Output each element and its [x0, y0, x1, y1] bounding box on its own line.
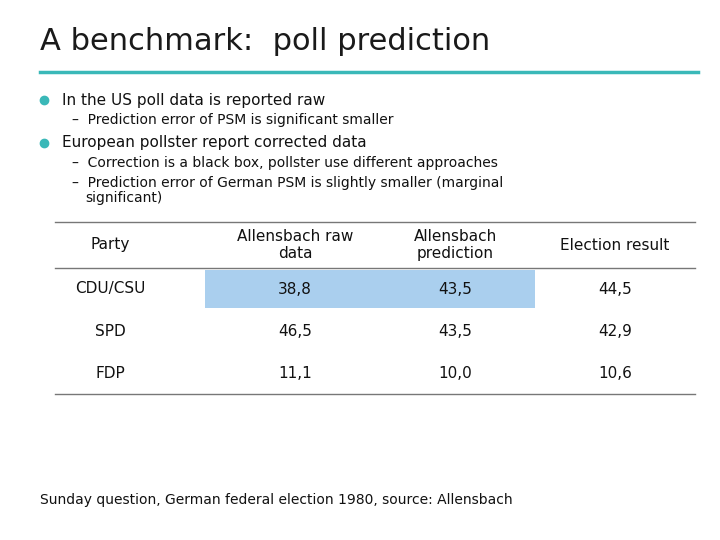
Text: 46,5: 46,5	[278, 323, 312, 339]
Text: –  Prediction error of German PSM is slightly smaller (marginal: – Prediction error of German PSM is slig…	[71, 176, 503, 190]
Text: 10,6: 10,6	[598, 366, 632, 381]
Text: In the US poll data is reported raw: In the US poll data is reported raw	[62, 92, 325, 107]
Text: Party: Party	[90, 238, 130, 253]
FancyBboxPatch shape	[205, 270, 535, 308]
Text: Sunday question, German federal election 1980, source: Allensbach: Sunday question, German federal election…	[40, 493, 512, 507]
Text: SPD: SPD	[94, 323, 125, 339]
Text: European pollster report corrected data: European pollster report corrected data	[62, 136, 366, 151]
Text: 38,8: 38,8	[278, 281, 312, 296]
Text: A benchmark:  poll prediction: A benchmark: poll prediction	[40, 28, 490, 57]
Text: –  Correction is a black box, pollster use different approaches: – Correction is a black box, pollster us…	[71, 156, 498, 170]
Text: CDU/CSU: CDU/CSU	[75, 281, 145, 296]
Text: –  Prediction error of PSM is significant smaller: – Prediction error of PSM is significant…	[71, 113, 393, 127]
Text: FDP: FDP	[95, 366, 125, 381]
Text: Allensbach raw
data: Allensbach raw data	[237, 229, 354, 261]
Text: 10,0: 10,0	[438, 366, 472, 381]
Text: significant): significant)	[86, 191, 163, 205]
Text: 43,5: 43,5	[438, 323, 472, 339]
Text: Election result: Election result	[560, 238, 670, 253]
Text: 44,5: 44,5	[598, 281, 632, 296]
Text: Allensbach
prediction: Allensbach prediction	[413, 229, 497, 261]
Text: 11,1: 11,1	[278, 366, 312, 381]
Text: 42,9: 42,9	[598, 323, 632, 339]
Text: 43,5: 43,5	[438, 281, 472, 296]
